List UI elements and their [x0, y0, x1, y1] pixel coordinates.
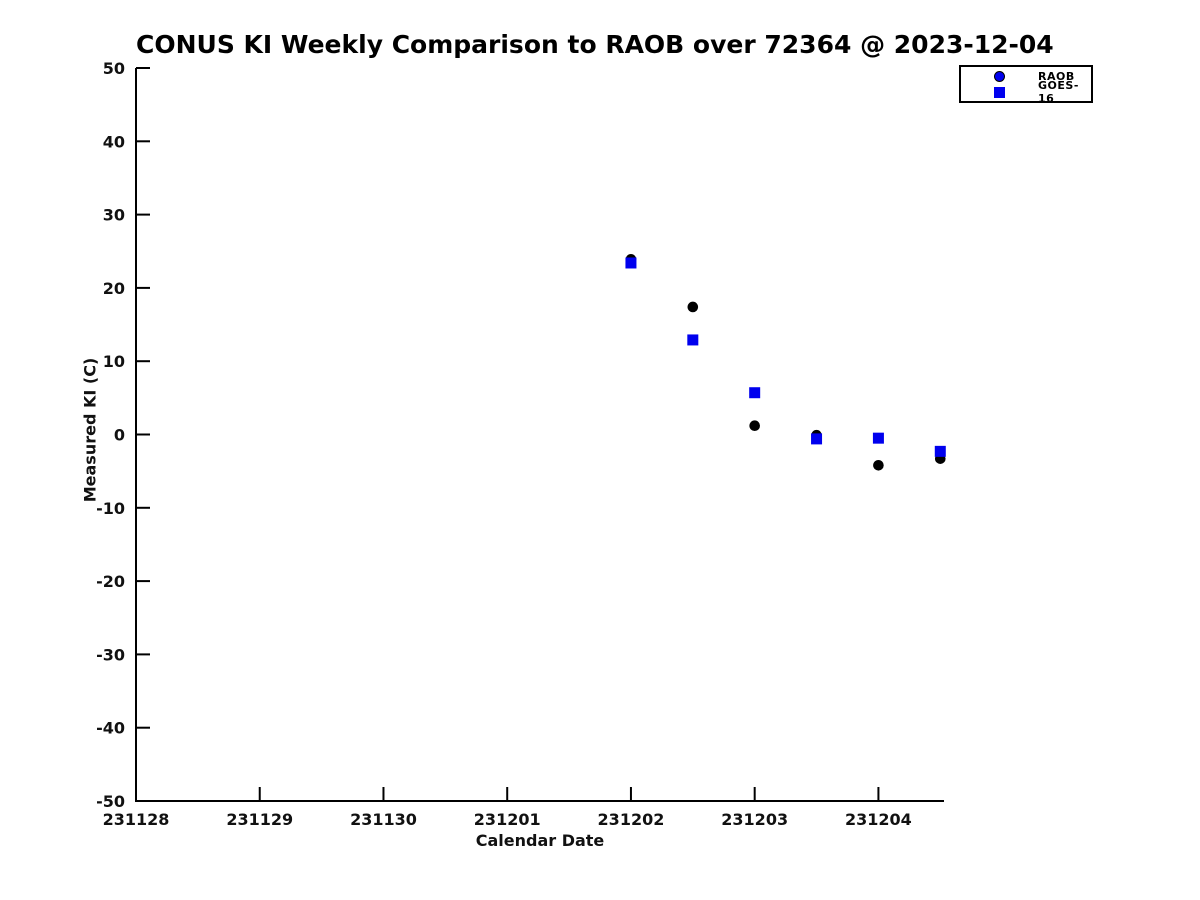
y-tick-label: 40: [103, 132, 125, 151]
x-tick-label: 231130: [350, 810, 417, 829]
data-point-goes-16: [625, 257, 637, 269]
y-tick-label: -30: [96, 645, 125, 664]
x-tick-label: 231129: [226, 810, 293, 829]
data-point-goes-16: [811, 433, 823, 445]
y-tick-label: -50: [96, 792, 125, 811]
y-tick-label: -20: [96, 572, 125, 591]
x-axis-label: Calendar Date: [475, 831, 605, 850]
data-point-goes-16: [687, 334, 699, 346]
legend-label-goes-16: GOES-16: [1038, 79, 1079, 105]
chart-title: CONUS KI Weekly Comparison to RAOB over …: [136, 30, 1054, 59]
x-tick-label: 231128: [103, 810, 170, 829]
y-tick-label: -10: [96, 499, 125, 518]
raob-circle-marker-icon: [994, 70, 1005, 82]
legend: RAOB GOES-16: [959, 65, 1093, 105]
data-point-goes-16: [934, 445, 946, 457]
axes-spines: [135, 68, 944, 802]
legend-item-raob: RAOB: [961, 69, 1091, 84]
data-point-raob: [749, 420, 760, 432]
data-point-raob: [873, 459, 884, 471]
goes-16-square-marker-icon: [994, 86, 1005, 98]
y-tick-label: 20: [103, 279, 125, 298]
data-point-goes-16: [872, 432, 884, 444]
x-tick-label: 231202: [598, 810, 665, 829]
x-tick-label: 231201: [474, 810, 541, 829]
y-axis-label: Measured KI (C): [80, 357, 100, 503]
data-point-goes-16: [749, 387, 761, 399]
x-tick-label: 231203: [721, 810, 788, 829]
y-tick-label: 0: [114, 426, 125, 445]
x-tick-label: 231204: [845, 810, 912, 829]
y-tick-label: 50: [103, 59, 125, 78]
y-tick-label: 30: [103, 206, 125, 225]
y-tick-label: -40: [96, 719, 125, 738]
y-tick-label: 10: [103, 352, 125, 371]
legend-item-goes-16: GOES-16: [961, 79, 1091, 105]
legend-label-raob: RAOB: [1038, 69, 1075, 83]
data-point-raob: [687, 301, 699, 313]
